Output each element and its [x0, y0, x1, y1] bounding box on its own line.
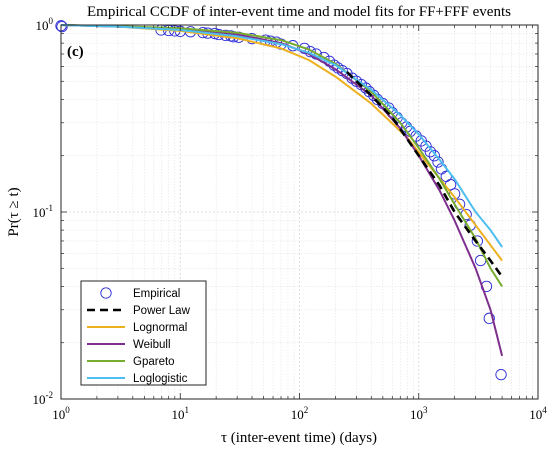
x-tick-label: 103 — [410, 405, 428, 422]
x-tick-label: 102 — [291, 405, 309, 422]
series-line-gpareto — [60, 24, 503, 287]
series-line-loglogistic — [60, 24, 503, 248]
x-tick-label: 101 — [172, 405, 190, 422]
legend-box — [80, 280, 207, 386]
legend-swatch-empirical — [100, 287, 112, 299]
legend: Empirical Power Law Lognormal Weibull Gparet… — [80, 280, 207, 386]
model-fit-lines — [60, 24, 504, 357]
chart-title: Empirical CCDF of inter-event time and m… — [87, 4, 511, 20]
y-tick-label: 10-1 — [33, 203, 54, 220]
x-tick-label: 104 — [529, 405, 547, 422]
empirical-data-point — [298, 42, 311, 55]
legend-label-loglogistic: Loglogistic — [133, 373, 188, 385]
y-tick-label: 10-2 — [33, 390, 54, 407]
y-axis-label: Pr(τ ≥ t) — [6, 187, 22, 236]
empirical-data-point — [471, 235, 483, 247]
panel-label: (c) — [67, 44, 84, 60]
empirical-data-point — [483, 312, 495, 324]
empirical-data-point — [495, 368, 507, 381]
legend-label-empirical: Empirical — [133, 288, 180, 300]
legend-label-power-law: Power Law — [133, 305, 191, 317]
y-tick-label: 100 — [36, 16, 54, 33]
x-tick-label: 100 — [52, 405, 70, 422]
axis-ticks: 100 101 102 103 104 10-2 10-1 100 — [33, 16, 548, 422]
legend-label-gpareto: Gpareto — [133, 356, 175, 368]
empirical-data-point — [428, 150, 440, 162]
x-axis-label: τ (inter-event time) (days) — [221, 430, 377, 446]
legend-label-lognormal: Lognormal — [133, 322, 187, 334]
empirical-data-point — [56, 20, 68, 33]
empirical-data-point — [424, 146, 436, 158]
series-line-power-law — [346, 71, 504, 278]
empirical-data-point — [420, 140, 432, 152]
legend-label-weibull: Weibull — [133, 339, 171, 351]
